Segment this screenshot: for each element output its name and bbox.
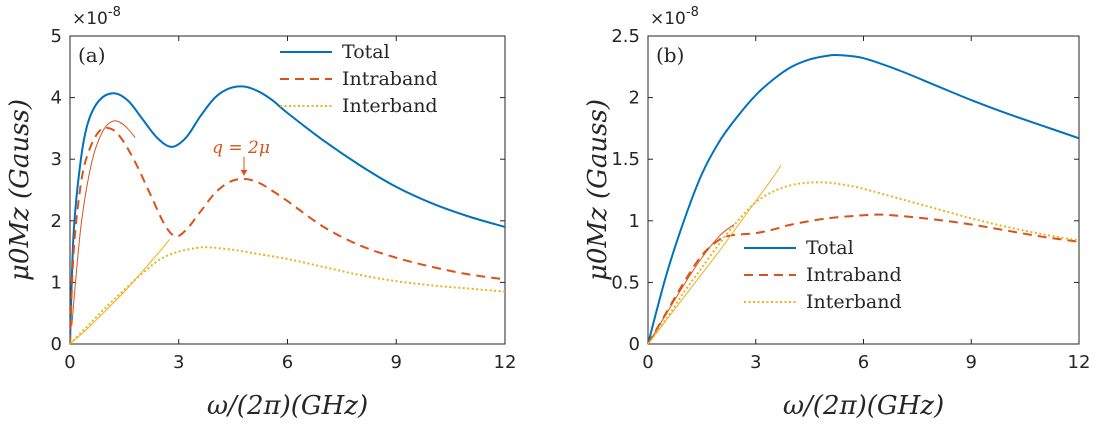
x-axis-label: ω/(2π)(GHz) — [783, 391, 944, 421]
x-axis-label: ω/(2π)(GHz) — [207, 391, 368, 421]
y-tick-label: 2 — [629, 88, 640, 109]
legend: Total Intraband Interband — [744, 237, 902, 313]
panel-label: (a) — [78, 43, 106, 67]
axes-box — [69, 35, 506, 345]
x-tick-label: 9 — [391, 352, 402, 373]
y-axis-label: μ0Mz (Gauss) — [583, 99, 613, 281]
y-tick-label: 1 — [629, 211, 640, 232]
plot-area — [648, 53, 1079, 344]
x-tick-label: 6 — [282, 352, 293, 373]
annotation-text: q = 2μ — [212, 138, 270, 158]
y-tick-label: 2 — [51, 211, 62, 232]
x-tick-label: 6 — [858, 352, 869, 373]
y-tick-label: 3 — [51, 149, 62, 170]
series-line-intraband — [70, 126, 505, 344]
y-tick-label: 2.5 — [611, 26, 640, 47]
plot-area — [70, 85, 505, 344]
legend-label-total: Total — [806, 237, 854, 259]
y-tick-label: 1.5 — [611, 149, 640, 170]
y-tick-label: 1 — [51, 272, 62, 293]
y-tick-label: 4 — [51, 88, 62, 109]
x-tick-label: 0 — [642, 352, 653, 373]
x-tick-label: 9 — [966, 352, 977, 373]
y-tick-label: 0 — [51, 334, 62, 355]
x-tick-label: 12 — [1068, 352, 1091, 373]
series-line-total — [648, 53, 1079, 344]
legend-label-interband: Interband — [342, 95, 438, 117]
legend-label-intraband: Intraband — [806, 264, 902, 286]
annotation-arrowhead — [240, 169, 248, 176]
x-tick-label: 3 — [750, 352, 761, 373]
series-line-asymptote-4 — [70, 238, 171, 344]
series-line-intraband — [648, 213, 1079, 344]
y-axis-label: μ0Mz (Gauss) — [5, 99, 35, 281]
series-line-asymptote-4 — [648, 165, 782, 344]
y-tick-label: 0 — [629, 334, 640, 355]
y-exponent-label: ×10-8 — [72, 5, 121, 29]
series-line-asymptote-3 — [648, 224, 735, 344]
y-tick-label: 0.5 — [611, 272, 640, 293]
legend-label-intraband: Intraband — [342, 68, 438, 90]
legend-label-interband: Interband — [806, 291, 902, 313]
x-tick-label: 12 — [494, 352, 517, 373]
series-line-interband — [70, 246, 505, 344]
x-tick-label: 0 — [64, 352, 75, 373]
series-line-asymptote-3 — [71, 120, 136, 326]
legend-label-total: Total — [342, 41, 390, 63]
chart-panel-b: 0 3 6 9 12 0 0.5 1 1.5 2 2.5 ×10-8 ω/(2π)(GHz) μ0Mz (… — [583, 5, 1090, 421]
legend: Total Intraband Interband — [280, 41, 438, 117]
series-line-total — [70, 85, 505, 344]
y-tick-label: 5 — [51, 26, 62, 47]
y-exponent-label: ×10-8 — [650, 5, 699, 29]
panel-label: (b) — [656, 43, 684, 67]
x-tick-label: 3 — [173, 352, 184, 373]
